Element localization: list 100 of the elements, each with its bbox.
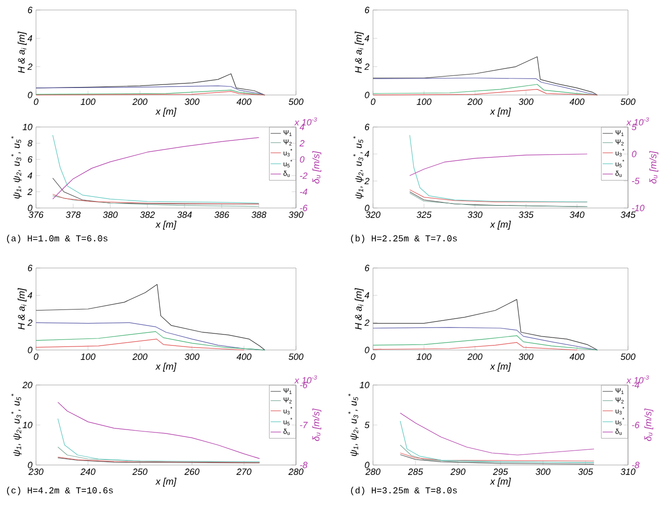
y-tick-label: 6 <box>28 6 32 14</box>
x-tick-label: 0 <box>370 98 376 105</box>
x-tick-label: 500 <box>288 354 304 360</box>
y-tick-label: 6 <box>28 156 32 163</box>
x-tick-label: 300 <box>184 98 200 105</box>
y2-tick-label: 0 <box>300 156 304 163</box>
y2-tick-label: -8 <box>632 462 640 468</box>
x-tick-label: 300 <box>518 354 534 360</box>
y2-tick-label: -4 <box>632 382 640 388</box>
x-tick-label: 250 <box>132 468 148 475</box>
x-axis-title: x [m] <box>155 478 176 487</box>
x-tick-label: 310 <box>620 468 636 475</box>
x-axis-title: x [m] <box>155 108 176 117</box>
y2-tick-label: -8 <box>300 462 308 468</box>
y-tick-label: 5 <box>364 422 370 428</box>
y-tick-label: 6 <box>364 124 370 130</box>
x-tick-label: 270 <box>236 468 252 475</box>
y-axis-title: H & a$_{i}$ [m] <box>354 288 364 330</box>
x-tick-label: 386 <box>214 212 230 218</box>
x-tick-label: 295 <box>492 468 508 475</box>
x-tick-label: 285 <box>408 468 424 475</box>
text: x 10$^{-3}$ <box>294 117 317 126</box>
y-tick-label: 4 <box>28 292 32 298</box>
y-tick-label: 0 <box>28 92 32 98</box>
x-tick-label: 500 <box>620 354 636 360</box>
y-tick-label: 6 <box>364 264 370 272</box>
y2-tick-label: -2 <box>300 172 308 179</box>
x-tick-label: 100 <box>416 98 432 105</box>
y-tick-label: 2 <box>364 320 370 326</box>
y2-axis-title: δ$_{u}$ [m/s] <box>312 150 322 184</box>
x-tick-label: 500 <box>620 98 636 105</box>
y-tick-label: 2 <box>27 320 32 326</box>
y-tick-label: 4 <box>364 35 370 42</box>
x-axis-title: x [m] <box>490 478 511 487</box>
x-tick-label: 230 <box>28 468 44 475</box>
x-tick-label: 0 <box>34 354 38 360</box>
x-tick-label: 280 <box>365 468 380 475</box>
x-tick-label: 280 <box>288 468 304 475</box>
y-tick-label: 0 <box>364 346 370 354</box>
y-tick-label: 10 <box>22 124 32 130</box>
y-tick-label: 2 <box>27 188 32 195</box>
x-tick-label: 345 <box>620 212 636 218</box>
x-tick-label: 200 <box>132 354 148 360</box>
y2-tick-label: 4 <box>300 124 304 130</box>
y2-tick-label: 5 <box>632 124 637 130</box>
x-tick-label: 100 <box>80 354 96 360</box>
x-tick-label: 330 <box>468 212 482 218</box>
x-axis-title: x [m] <box>490 220 511 230</box>
y2-tick-label: -6 <box>300 204 308 212</box>
x-tick-label: 390 <box>288 212 304 218</box>
y-tick-label: 6 <box>364 6 370 14</box>
x-tick-label: 500 <box>288 98 304 105</box>
x-tick-label: 100 <box>416 354 432 360</box>
x-tick-label: 340 <box>570 212 584 218</box>
x-tick-label: 200 <box>467 354 482 360</box>
y-axis-title: H & a$_{i}$ [m] <box>18 288 27 330</box>
y-tick-label: 2 <box>364 64 370 70</box>
y-axis-title: H & a$_{i}$ [m] <box>354 32 364 73</box>
x-tick-label: 0 <box>370 354 376 360</box>
x-tick-label: 300 <box>536 468 550 475</box>
y2-tick-label: 2 <box>299 140 304 146</box>
y-tick-label: 4 <box>364 292 370 298</box>
x-tick-label: 380 <box>102 212 118 218</box>
y2-tick-label: 0 <box>632 150 636 158</box>
y-tick-label: 4 <box>28 35 32 42</box>
x-tick-label: 384 <box>177 212 192 218</box>
x-tick-label: 400 <box>570 98 584 105</box>
text: x 10$^{-3}$ <box>626 117 649 126</box>
y2-tick-label: -10 <box>632 204 644 212</box>
y-axis-title: H & a$_{i}$ [m] <box>18 32 27 73</box>
y-tick-label: 8 <box>28 140 32 146</box>
y2-tick-label: -5 <box>632 178 640 184</box>
y-tick-label: 0 <box>364 92 370 98</box>
y-tick-label: 0 <box>364 204 370 212</box>
y-tick-label: 10 <box>360 382 370 388</box>
y2-tick-label: -6 <box>632 422 640 428</box>
x-tick-label: 290 <box>450 468 466 475</box>
y2-tick-label: -6 <box>300 382 308 388</box>
text: x 10$^{-3}$ <box>626 375 649 384</box>
y-tick-label: 2 <box>27 64 32 70</box>
y-tick-label: 4 <box>28 172 32 179</box>
x-tick-label: 378 <box>66 212 81 218</box>
x-tick-label: 200 <box>132 98 148 105</box>
y2-axis-title: δ$_{u}$ [m/s] <box>649 150 658 184</box>
y-tick-label: 0 <box>28 204 32 212</box>
y-tick-label: 0 <box>364 462 370 468</box>
text: (b) H=2.25m & T=7.0s <box>351 234 457 244</box>
y-tick-label: 0 <box>28 346 32 354</box>
y2-tick-label: -4 <box>300 188 308 195</box>
x-tick-label: 200 <box>467 98 482 105</box>
x-tick-label: 300 <box>184 354 200 360</box>
y-tick-label: 2 <box>364 178 370 184</box>
x-tick-label: 320 <box>366 212 380 218</box>
y2-axis-title: δ$_{u}$ [m/s] <box>644 408 654 442</box>
x-tick-label: 400 <box>236 98 252 105</box>
y-tick-label: 0 <box>28 462 32 468</box>
x-tick-label: 376 <box>28 212 44 218</box>
x-axis-title: x [m] <box>155 362 176 372</box>
x-tick-label: 100 <box>80 98 96 105</box>
text: (a) H=1.0m & T=6.0s <box>7 234 108 244</box>
